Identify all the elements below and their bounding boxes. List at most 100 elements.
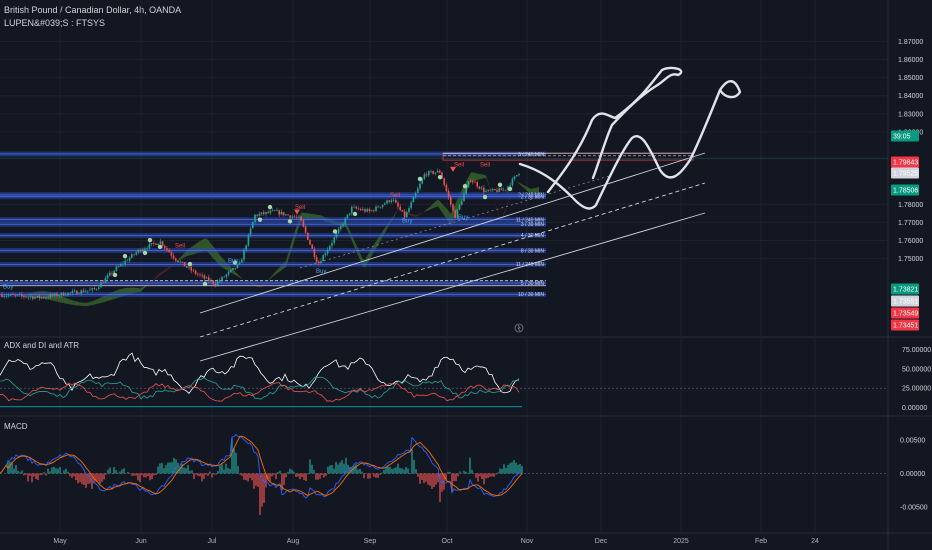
macd-histogram-bar	[219, 465, 221, 474]
candle-body	[311, 244, 313, 249]
macd-histogram-bar	[445, 473, 447, 481]
candle-body	[267, 211, 269, 213]
candle-body	[331, 242, 333, 246]
macd-histogram-bar	[323, 473, 325, 478]
candle-body	[287, 214, 289, 216]
candle-body	[384, 203, 386, 205]
cloud-segment	[99, 297, 102, 304]
macd-histogram-bar	[275, 473, 277, 480]
candle-body	[289, 215, 291, 218]
macd-histogram-bar	[185, 468, 187, 474]
candle-body	[232, 267, 234, 270]
plus-di-line	[0, 376, 520, 400]
candle-body	[135, 252, 137, 255]
macd-histogram-bar	[431, 473, 433, 489]
candle-body	[298, 216, 300, 218]
macd-histogram-bar	[399, 468, 401, 474]
indicator-title: LUPEN&#039;S : FTSYS	[4, 18, 106, 28]
candle-body	[47, 297, 49, 298]
macd-histogram-bar	[395, 467, 397, 474]
macd-tick-label: 0.00000	[900, 471, 925, 478]
macd-histogram-bar	[335, 461, 337, 474]
price-badge-bg	[891, 295, 919, 307]
minus-di-line	[0, 382, 520, 402]
candle-body	[91, 288, 93, 290]
macd-histogram-bar	[203, 473, 205, 479]
candle-body	[469, 181, 472, 182]
cloud-segment	[61, 296, 64, 304]
candle-body	[454, 210, 456, 219]
candle-body	[296, 217, 298, 218]
candle-body	[355, 206, 357, 209]
candle-body	[120, 263, 122, 267]
candle-body	[313, 248, 316, 257]
candle-body	[428, 171, 430, 176]
macd-histogram-bar	[9, 462, 11, 474]
candle-body	[25, 296, 27, 298]
macd-histogram-bar	[63, 470, 65, 474]
candle-body	[78, 293, 80, 295]
macd-histogram-bar	[253, 473, 255, 489]
macd-histogram-bar	[355, 464, 357, 474]
macd-histogram-bar	[343, 463, 345, 474]
macd-histogram-bar	[363, 473, 365, 479]
macd-histogram-bar	[189, 470, 191, 474]
candle-body	[326, 249, 329, 254]
macd-histogram-bar	[383, 469, 385, 474]
cloud-segment	[517, 181, 520, 184]
price-badge: 39:05	[891, 130, 919, 142]
sell-triangle	[450, 166, 456, 172]
candle-body	[373, 210, 375, 211]
macd-histogram-bar	[331, 465, 333, 474]
candle-body	[285, 214, 287, 216]
macd-histogram-bar	[477, 473, 479, 482]
candle-body	[278, 210, 280, 215]
cloud-segment	[134, 287, 137, 294]
candle-body	[249, 228, 252, 235]
cloud-segment	[413, 214, 416, 217]
macd-histogram-bar	[287, 471, 289, 474]
candle-body	[225, 274, 228, 277]
macd-histogram-bar	[283, 473, 285, 485]
cloud-segment	[424, 209, 427, 212]
macd-histogram-bar	[297, 473, 299, 477]
macd-histogram-bar	[315, 473, 317, 480]
candle-body	[494, 189, 496, 191]
macd-histogram-bar	[131, 473, 133, 476]
signal-dot	[507, 186, 513, 192]
candle-body	[18, 294, 21, 296]
macd-histogram-bar	[403, 469, 405, 474]
level-label: 5 / 30 MIN	[521, 281, 544, 287]
macd-histogram-bar	[333, 468, 335, 474]
y-tick-label: 1.84000	[898, 93, 923, 100]
candle-body	[386, 200, 388, 204]
adx-pane	[0, 352, 888, 408]
macd-histogram-bar	[279, 470, 281, 474]
candle-body	[188, 267, 190, 268]
macd-histogram-bar	[87, 473, 89, 484]
candle-body	[23, 295, 25, 297]
candle-body	[175, 258, 177, 261]
macd-histogram-bar	[479, 473, 481, 477]
macd-line	[0, 433, 523, 499]
candle-body	[375, 206, 377, 211]
candle-body	[509, 185, 511, 187]
macd-histogram-bar	[245, 473, 247, 481]
macd-histogram-bar	[393, 468, 395, 474]
signal-dot	[352, 211, 358, 217]
candle-body	[423, 174, 426, 179]
candle-body	[483, 187, 485, 192]
candle-body	[243, 249, 245, 260]
price-badge-text: 1.73821	[893, 287, 918, 294]
macd-histogram-bar	[65, 468, 67, 474]
candle-body	[245, 245, 247, 250]
macd-histogram-bar	[229, 469, 231, 474]
macd-histogram-bar	[511, 462, 513, 474]
cloud-segment	[66, 297, 69, 304]
macd-histogram-bar	[33, 473, 35, 477]
candle-body	[54, 293, 56, 296]
macd-histogram-bar	[449, 472, 451, 474]
cloud-segment	[136, 287, 139, 293]
candle-body	[223, 276, 225, 278]
